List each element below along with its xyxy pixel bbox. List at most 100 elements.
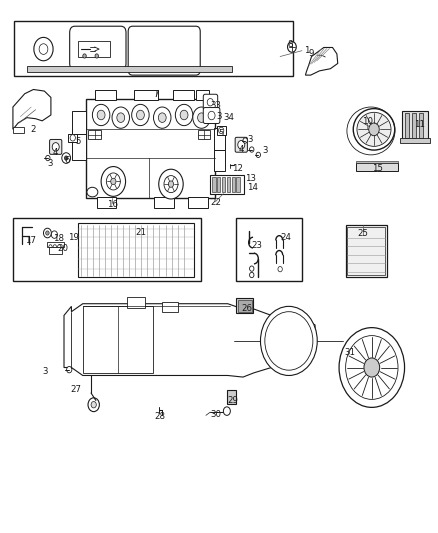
Circle shape (51, 231, 57, 238)
Circle shape (39, 44, 48, 54)
Bar (217, 126, 226, 135)
Circle shape (91, 401, 96, 408)
Circle shape (137, 110, 145, 120)
Bar (400, 139, 430, 143)
Text: 3: 3 (247, 135, 253, 144)
Bar (347, 227, 385, 275)
Text: 16: 16 (106, 200, 117, 209)
Bar (356, 161, 399, 164)
Circle shape (278, 266, 283, 272)
Circle shape (111, 178, 116, 184)
Circle shape (243, 138, 247, 143)
Circle shape (64, 156, 68, 160)
Text: 10: 10 (362, 117, 373, 126)
Text: 2: 2 (31, 125, 36, 134)
Circle shape (250, 266, 254, 271)
Circle shape (369, 123, 379, 136)
Text: 24: 24 (280, 233, 291, 242)
Circle shape (46, 231, 49, 235)
Bar (238, 300, 252, 312)
Circle shape (46, 156, 50, 161)
Circle shape (101, 166, 126, 196)
FancyBboxPatch shape (70, 26, 126, 70)
Circle shape (62, 153, 71, 164)
Text: 18: 18 (53, 234, 64, 243)
Circle shape (339, 328, 405, 407)
Text: 25: 25 (357, 229, 369, 238)
Circle shape (34, 37, 53, 61)
Bar (188, 197, 208, 208)
Circle shape (198, 113, 205, 123)
Text: 11: 11 (414, 119, 425, 128)
Circle shape (208, 111, 215, 120)
Text: 21: 21 (135, 228, 146, 237)
Circle shape (250, 272, 254, 278)
Bar (72, 131, 86, 160)
Bar (97, 197, 117, 208)
Text: 19: 19 (68, 233, 79, 243)
Circle shape (175, 104, 193, 126)
Bar (222, 177, 225, 192)
Bar (78, 41, 110, 57)
Text: 13: 13 (245, 174, 256, 183)
Circle shape (256, 152, 261, 158)
Polygon shape (305, 47, 338, 75)
Circle shape (88, 398, 99, 411)
Bar (127, 297, 145, 308)
Text: 17: 17 (25, 236, 36, 245)
Ellipse shape (87, 187, 98, 197)
Text: 5: 5 (76, 137, 81, 146)
Circle shape (83, 54, 86, 58)
Bar (14, 21, 293, 76)
Circle shape (364, 358, 380, 377)
FancyBboxPatch shape (203, 94, 218, 110)
Circle shape (158, 113, 166, 123)
Circle shape (288, 42, 296, 52)
FancyBboxPatch shape (49, 140, 62, 155)
Circle shape (346, 336, 398, 399)
Circle shape (219, 127, 224, 134)
Text: 6: 6 (64, 156, 70, 165)
Circle shape (164, 175, 178, 192)
Bar (134, 90, 158, 100)
Text: 9: 9 (308, 50, 314, 58)
Ellipse shape (261, 306, 317, 375)
Text: 30: 30 (210, 410, 221, 419)
Circle shape (117, 113, 125, 123)
Text: 8: 8 (287, 41, 293, 50)
Bar (86, 99, 215, 198)
Text: 34: 34 (223, 113, 234, 122)
Bar (13, 217, 201, 281)
Bar (217, 177, 220, 192)
FancyBboxPatch shape (128, 26, 200, 75)
Bar (232, 177, 235, 192)
Bar (88, 131, 101, 139)
Bar (49, 247, 62, 254)
Ellipse shape (265, 312, 313, 370)
Polygon shape (64, 304, 315, 377)
Circle shape (43, 228, 51, 238)
Circle shape (153, 107, 171, 128)
Bar (403, 111, 427, 140)
Text: 27: 27 (71, 385, 82, 394)
Bar (196, 90, 209, 100)
Bar (46, 242, 64, 247)
Circle shape (159, 169, 183, 199)
Bar (356, 164, 399, 171)
Circle shape (106, 173, 120, 190)
Bar (227, 390, 236, 403)
Text: 3: 3 (48, 159, 53, 168)
Circle shape (207, 99, 213, 106)
Text: 15: 15 (371, 164, 382, 173)
Bar (412, 114, 417, 138)
Bar (95, 90, 116, 100)
Circle shape (223, 407, 230, 415)
Bar (227, 177, 230, 192)
Polygon shape (13, 90, 51, 130)
Circle shape (238, 141, 245, 149)
Text: 3: 3 (42, 367, 48, 376)
Circle shape (132, 104, 149, 126)
Ellipse shape (353, 109, 395, 150)
Text: 12: 12 (232, 164, 243, 173)
Bar (405, 114, 410, 138)
